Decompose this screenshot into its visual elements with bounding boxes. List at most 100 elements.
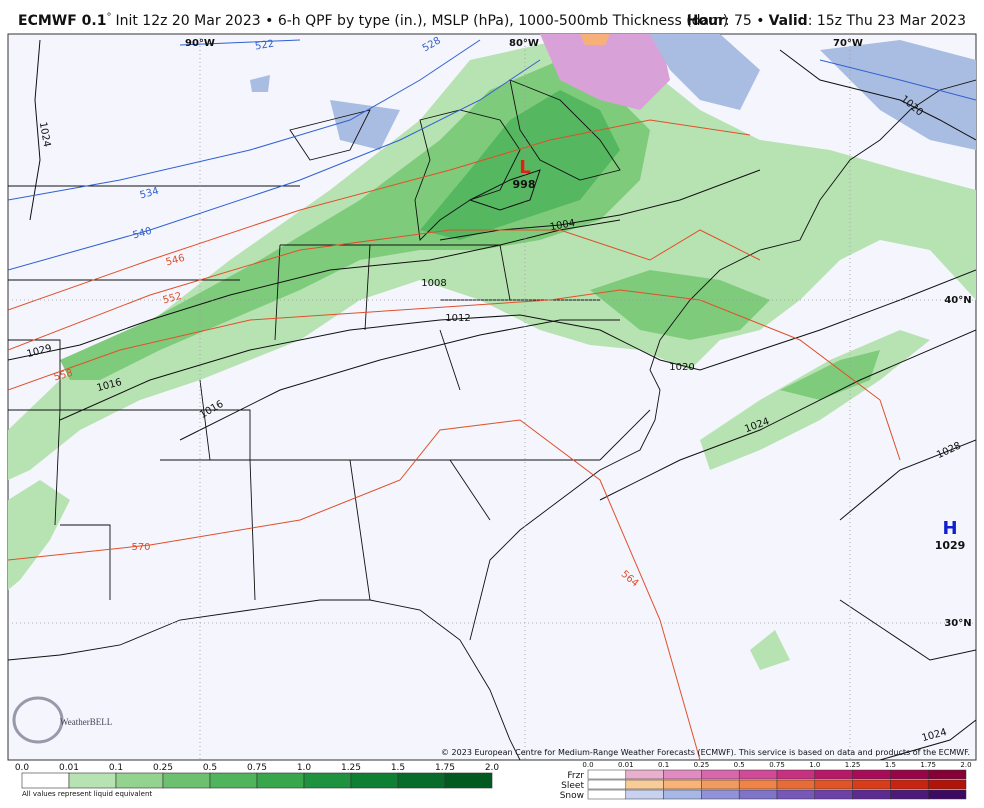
degree: ° (106, 12, 111, 23)
mix-swatch (701, 779, 740, 790)
qpf-tick-label: 1.75 (435, 763, 455, 773)
mix-swatch (814, 779, 853, 790)
qpf-light-area (8, 480, 70, 590)
qpf-tick-label: 0.01 (59, 763, 79, 773)
high-symbol: H (942, 518, 957, 539)
mix-tick-label: 0.25 (694, 761, 710, 769)
mix-sleet-area (580, 34, 610, 45)
mix-swatch (814, 769, 853, 780)
mix-swatch (625, 789, 664, 800)
header-left: ECMWF 0.1° Init 12z 20 Mar 2023 • 6-h QPF… (18, 12, 728, 29)
mix-tick-label: 1.0 (809, 761, 820, 769)
mix-swatch (776, 769, 816, 780)
qpf-tick-label: 1.5 (391, 763, 405, 773)
qpf-note: All values represent liquid equivalent (22, 790, 152, 798)
mix-swatch (852, 769, 891, 780)
thickness-label: 552 (162, 291, 183, 307)
logo-text: WeatherBELL (60, 717, 112, 727)
model-name: ECMWF 0.1 (18, 13, 106, 29)
mix-swatch (738, 789, 778, 800)
mix-tick-label: 2.0 (960, 761, 971, 769)
mix-tick-label: 1.25 (845, 761, 861, 769)
mix-swatch (852, 789, 891, 800)
low-pressure: 998 (513, 178, 536, 191)
snow-area (250, 34, 976, 150)
mix-tick-label: 0.5 (734, 761, 745, 769)
isobar-label: 1020 (669, 362, 694, 373)
qpf-tick-label: 0.5 (203, 763, 217, 773)
logo: WeatherBELL (12, 696, 112, 744)
qpf-tick-label: 0.25 (153, 763, 173, 773)
mix-freezing-rain-area (540, 34, 670, 110)
high-pressure: 1029 (935, 539, 966, 552)
mix-row-label: Snow (560, 791, 584, 801)
qpf-tick-label: 1.25 (341, 763, 361, 773)
qpf-light-area (750, 190, 976, 670)
mix-swatch (625, 779, 664, 790)
mix-tick-label: 0.01 (618, 761, 634, 769)
thickness-label: 546 (165, 253, 186, 269)
qpf-swatch (256, 772, 305, 789)
qpf-heavy-area (420, 90, 620, 240)
mix-swatch (587, 769, 627, 780)
thickness-label: 540 (132, 226, 153, 242)
thickness-label: 534 (139, 186, 160, 202)
mix-swatch (927, 769, 967, 780)
qpf-swatch (444, 772, 493, 789)
isobar-label: 1012 (445, 313, 470, 324)
qpf-tick-label: 0.1 (109, 763, 123, 773)
qpf-swatch (397, 772, 446, 789)
mix-row-label: Frzr (567, 771, 584, 781)
qpf-tick-label: 0.0 (15, 763, 30, 773)
thickness-label: 522 (254, 38, 275, 52)
mix-swatch (776, 779, 816, 790)
legend: 0.0 0.01 0.1 0.25 0.5 0.75 1.0 1.25 1.5 1.75 2.0 Al… (15, 761, 972, 801)
mix-swatch (701, 789, 740, 800)
qpf-tick-label: 0.75 (247, 763, 267, 773)
mix-swatch (814, 789, 853, 800)
qpf-swatch (350, 772, 399, 789)
mix-swatch (701, 769, 740, 780)
latitude-label: 40°N (944, 295, 971, 306)
mix-swatch (890, 789, 929, 800)
isobar-label: 1024 (37, 121, 52, 148)
thickness-label: 570 (131, 542, 150, 553)
qpf-swatch (115, 772, 164, 789)
longitude-label: 90°W (185, 38, 215, 49)
longitude-label: 70°W (833, 38, 863, 49)
mix-tick-label: 0.75 (769, 761, 785, 769)
header-right: Hour: 75 • Valid: 15z Thu 23 Mar 2023 (687, 13, 966, 29)
isobar-label: 1008 (421, 278, 446, 289)
hour-value: : 75 • (725, 13, 765, 29)
mix-tick-label: 1.75 (920, 761, 936, 769)
low-symbol: L (519, 157, 530, 178)
mix-swatch (587, 779, 627, 790)
longitude-label: 80°W (509, 38, 539, 49)
qpf-tick-label: 2.0 (485, 763, 500, 773)
qpf-swatch (162, 772, 211, 789)
mix-tick-label: 0.1 (658, 761, 669, 769)
mix-swatch (852, 779, 891, 790)
credit: © 2023 European Centre for Medium-Range … (441, 748, 970, 757)
valid-label: Valid (769, 13, 808, 29)
mix-swatch (890, 769, 929, 780)
mix-swatch (890, 779, 929, 790)
mix-swatch (625, 769, 664, 780)
header-description: Init 12z 20 Mar 2023 • 6-h QPF by type (… (115, 13, 728, 29)
thickness-label: 558 (53, 368, 74, 384)
mix-swatch (663, 779, 702, 790)
qpf-swatch (209, 772, 258, 789)
qpf-swatch (21, 772, 70, 789)
hour-label: Hour (687, 13, 725, 29)
valid-value: : 15z Thu 23 Mar 2023 (808, 13, 966, 29)
qpf-moderate-area (590, 270, 880, 400)
isobar-label: 1004 (549, 218, 576, 233)
mix-swatch (663, 769, 702, 780)
qpf-swatch (303, 772, 352, 789)
mix-swatch (738, 769, 778, 780)
mix-swatch (663, 789, 702, 800)
qpf-swatch (68, 772, 117, 789)
mix-swatch (587, 789, 627, 800)
